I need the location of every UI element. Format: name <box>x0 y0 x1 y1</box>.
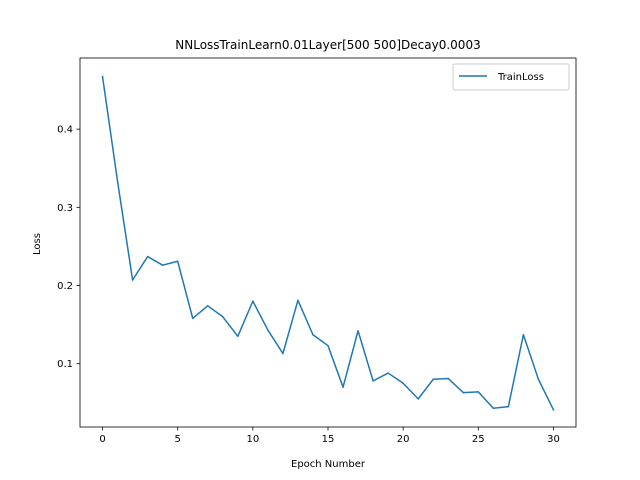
data-point <box>282 352 284 355</box>
x-axis-label: Epoch Number <box>291 459 366 470</box>
data-point <box>131 279 134 281</box>
x-tick-label: 20 <box>397 434 410 445</box>
data-point <box>417 398 419 400</box>
legend-box <box>452 63 570 91</box>
legend-label-trainloss: TrainLoss <box>497 72 544 83</box>
data-point <box>101 76 104 78</box>
data-point <box>312 334 314 336</box>
data-point <box>237 335 239 338</box>
data-point <box>357 330 359 332</box>
data-point <box>161 264 164 266</box>
x-tick-label: 5 <box>175 434 181 445</box>
data-point <box>327 344 329 347</box>
data-point <box>176 260 179 263</box>
data-point <box>116 180 119 183</box>
data-point <box>522 334 525 336</box>
legend: TrainLoss <box>452 63 570 91</box>
y-tick-label: 0.4 <box>57 125 73 136</box>
data-point <box>492 407 495 409</box>
data-point <box>477 391 480 393</box>
data-point <box>297 299 299 302</box>
x-tick-label: 15 <box>322 434 335 445</box>
x-axis: 0 5 10 15 20 25 30 <box>99 427 560 445</box>
chart-title: NNLossTrainLearn0.01Layer[500 500]Decay0… <box>175 38 480 52</box>
data-point <box>146 255 149 258</box>
data-point <box>432 378 434 381</box>
data-point <box>222 316 224 318</box>
x-tick-label: 25 <box>472 434 485 445</box>
data-point <box>387 372 389 374</box>
data-point <box>342 386 344 388</box>
x-tick-label: 30 <box>547 434 560 445</box>
data-point <box>402 382 404 384</box>
data-point <box>447 377 449 380</box>
data-point <box>252 300 254 302</box>
data-point <box>507 405 510 408</box>
data-point <box>537 378 540 381</box>
data-point <box>267 329 269 331</box>
data-point <box>552 409 555 411</box>
y-axis-label: Loss <box>32 233 43 255</box>
y-tick-label: 0.3 <box>57 203 73 214</box>
data-point <box>207 305 209 307</box>
data-point <box>191 317 194 320</box>
x-tick-label: 10 <box>246 434 259 445</box>
y-axis: 0.1 0.2 0.3 0.4 <box>57 125 80 370</box>
y-tick-label: 0.1 <box>57 359 73 370</box>
y-tick-label: 0.2 <box>57 281 73 292</box>
data-point <box>372 380 374 382</box>
data-point <box>462 391 465 394</box>
x-tick-label: 0 <box>99 434 105 445</box>
